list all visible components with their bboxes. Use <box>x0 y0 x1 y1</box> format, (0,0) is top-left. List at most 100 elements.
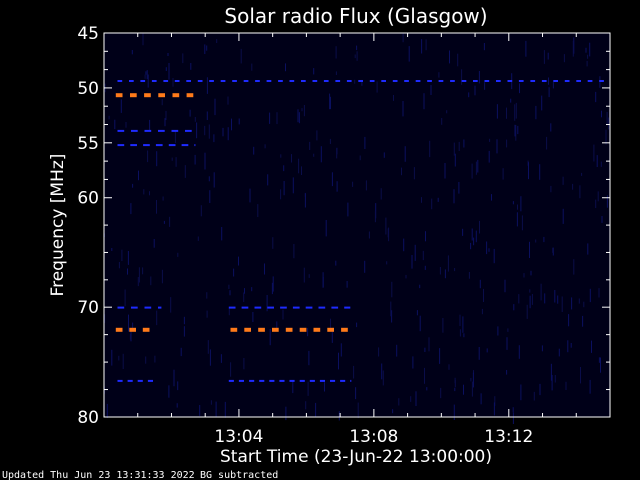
texture-streak <box>518 345 520 359</box>
texture-streak <box>543 50 545 64</box>
texture-streak <box>374 211 376 223</box>
band-segment <box>318 306 326 309</box>
texture-streak <box>416 310 418 316</box>
texture-streak <box>224 401 226 418</box>
band-segment <box>168 144 176 147</box>
band-segment <box>140 80 146 82</box>
texture-streak <box>568 314 570 327</box>
texture-streak <box>324 382 325 392</box>
texture-streak <box>335 46 337 59</box>
texture-streak <box>204 44 206 54</box>
texture-streak <box>579 185 581 199</box>
band-segment <box>507 80 513 82</box>
texture-streak <box>486 241 488 255</box>
texture-streak <box>146 70 148 80</box>
texture-streak <box>523 273 525 278</box>
texture-streak <box>404 146 406 162</box>
texture-streak <box>243 292 245 302</box>
band-segment <box>299 379 305 382</box>
texture-streak <box>130 328 132 342</box>
y-tick-label: 70 <box>77 298 99 318</box>
texture-streak <box>307 381 309 396</box>
band-segment <box>158 129 165 132</box>
texture-streak <box>473 237 475 246</box>
band-segment <box>369 80 375 82</box>
texture-streak <box>386 261 388 265</box>
texture-streak <box>473 370 474 374</box>
plot-area <box>104 33 610 417</box>
texture-streak <box>548 77 549 85</box>
texture-streak <box>507 328 509 332</box>
texture-streak <box>419 284 421 289</box>
texture-streak <box>561 296 563 312</box>
texture-streak <box>213 134 215 143</box>
band-segment <box>129 80 134 82</box>
texture-streak <box>587 243 589 255</box>
band-segment <box>587 80 593 82</box>
texture-streak <box>598 288 600 298</box>
texture-streak <box>347 202 349 217</box>
texture-streak <box>206 77 208 94</box>
band-segment <box>144 306 152 309</box>
texture-streak <box>582 315 584 327</box>
texture-streak <box>301 166 302 175</box>
texture-streak <box>475 230 477 243</box>
y-tick-label: 55 <box>77 134 99 154</box>
texture-streak <box>208 124 210 139</box>
texture-streak <box>516 212 518 227</box>
texture-streak <box>238 118 240 125</box>
texture-streak <box>438 72 440 78</box>
texture-streak <box>269 329 271 346</box>
texture-streak <box>385 217 387 235</box>
texture-streak <box>320 146 322 163</box>
texture-streak <box>257 204 259 217</box>
texture-streak <box>381 363 383 380</box>
x-tick-label: 13:12 <box>484 427 533 447</box>
texture-streak <box>565 381 567 390</box>
texture-streak <box>315 402 317 418</box>
texture-streak <box>355 387 357 400</box>
texture-streak <box>581 172 583 176</box>
texture-streak <box>535 105 537 120</box>
texture-streak <box>121 249 123 261</box>
band-segment <box>301 80 306 82</box>
emission-bands <box>115 80 604 382</box>
texture-streak <box>589 42 591 57</box>
texture-streak <box>154 355 156 363</box>
texture-streak <box>405 274 407 279</box>
texture-streak <box>600 357 601 373</box>
band-segment <box>553 80 558 82</box>
band-segment <box>172 93 180 98</box>
texture-streak <box>329 93 331 110</box>
texture-streak <box>541 95 543 111</box>
band-segment <box>327 327 334 332</box>
band-segment <box>171 129 179 132</box>
band-8 <box>117 379 153 382</box>
chart-title: Solar radio Flux (Glasgow) <box>224 4 487 28</box>
texture-streak <box>206 292 208 299</box>
band-segment <box>115 327 123 332</box>
texture-streak <box>462 228 464 236</box>
texture-streak <box>479 279 481 289</box>
texture-streak <box>541 345 543 352</box>
texture-streak <box>477 159 479 173</box>
band-segment <box>155 144 163 147</box>
x-tick-label: 13:08 <box>349 427 398 447</box>
band-segment <box>144 129 152 132</box>
texture-streak <box>428 337 430 352</box>
texture-streak <box>380 188 382 200</box>
band-segment <box>117 80 123 82</box>
texture-streak <box>457 53 459 67</box>
texture-streak <box>292 381 294 394</box>
texture-streak <box>220 354 222 363</box>
band-segment <box>323 80 329 82</box>
texture-streak <box>563 54 565 63</box>
texture-streak <box>393 95 394 101</box>
texture-streak <box>454 268 456 272</box>
texture-streak <box>285 63 286 72</box>
band-segment <box>244 327 251 332</box>
band-segment <box>144 93 151 98</box>
texture-streak <box>583 301 585 308</box>
texture-streak <box>329 138 331 144</box>
texture-streak <box>557 295 559 304</box>
